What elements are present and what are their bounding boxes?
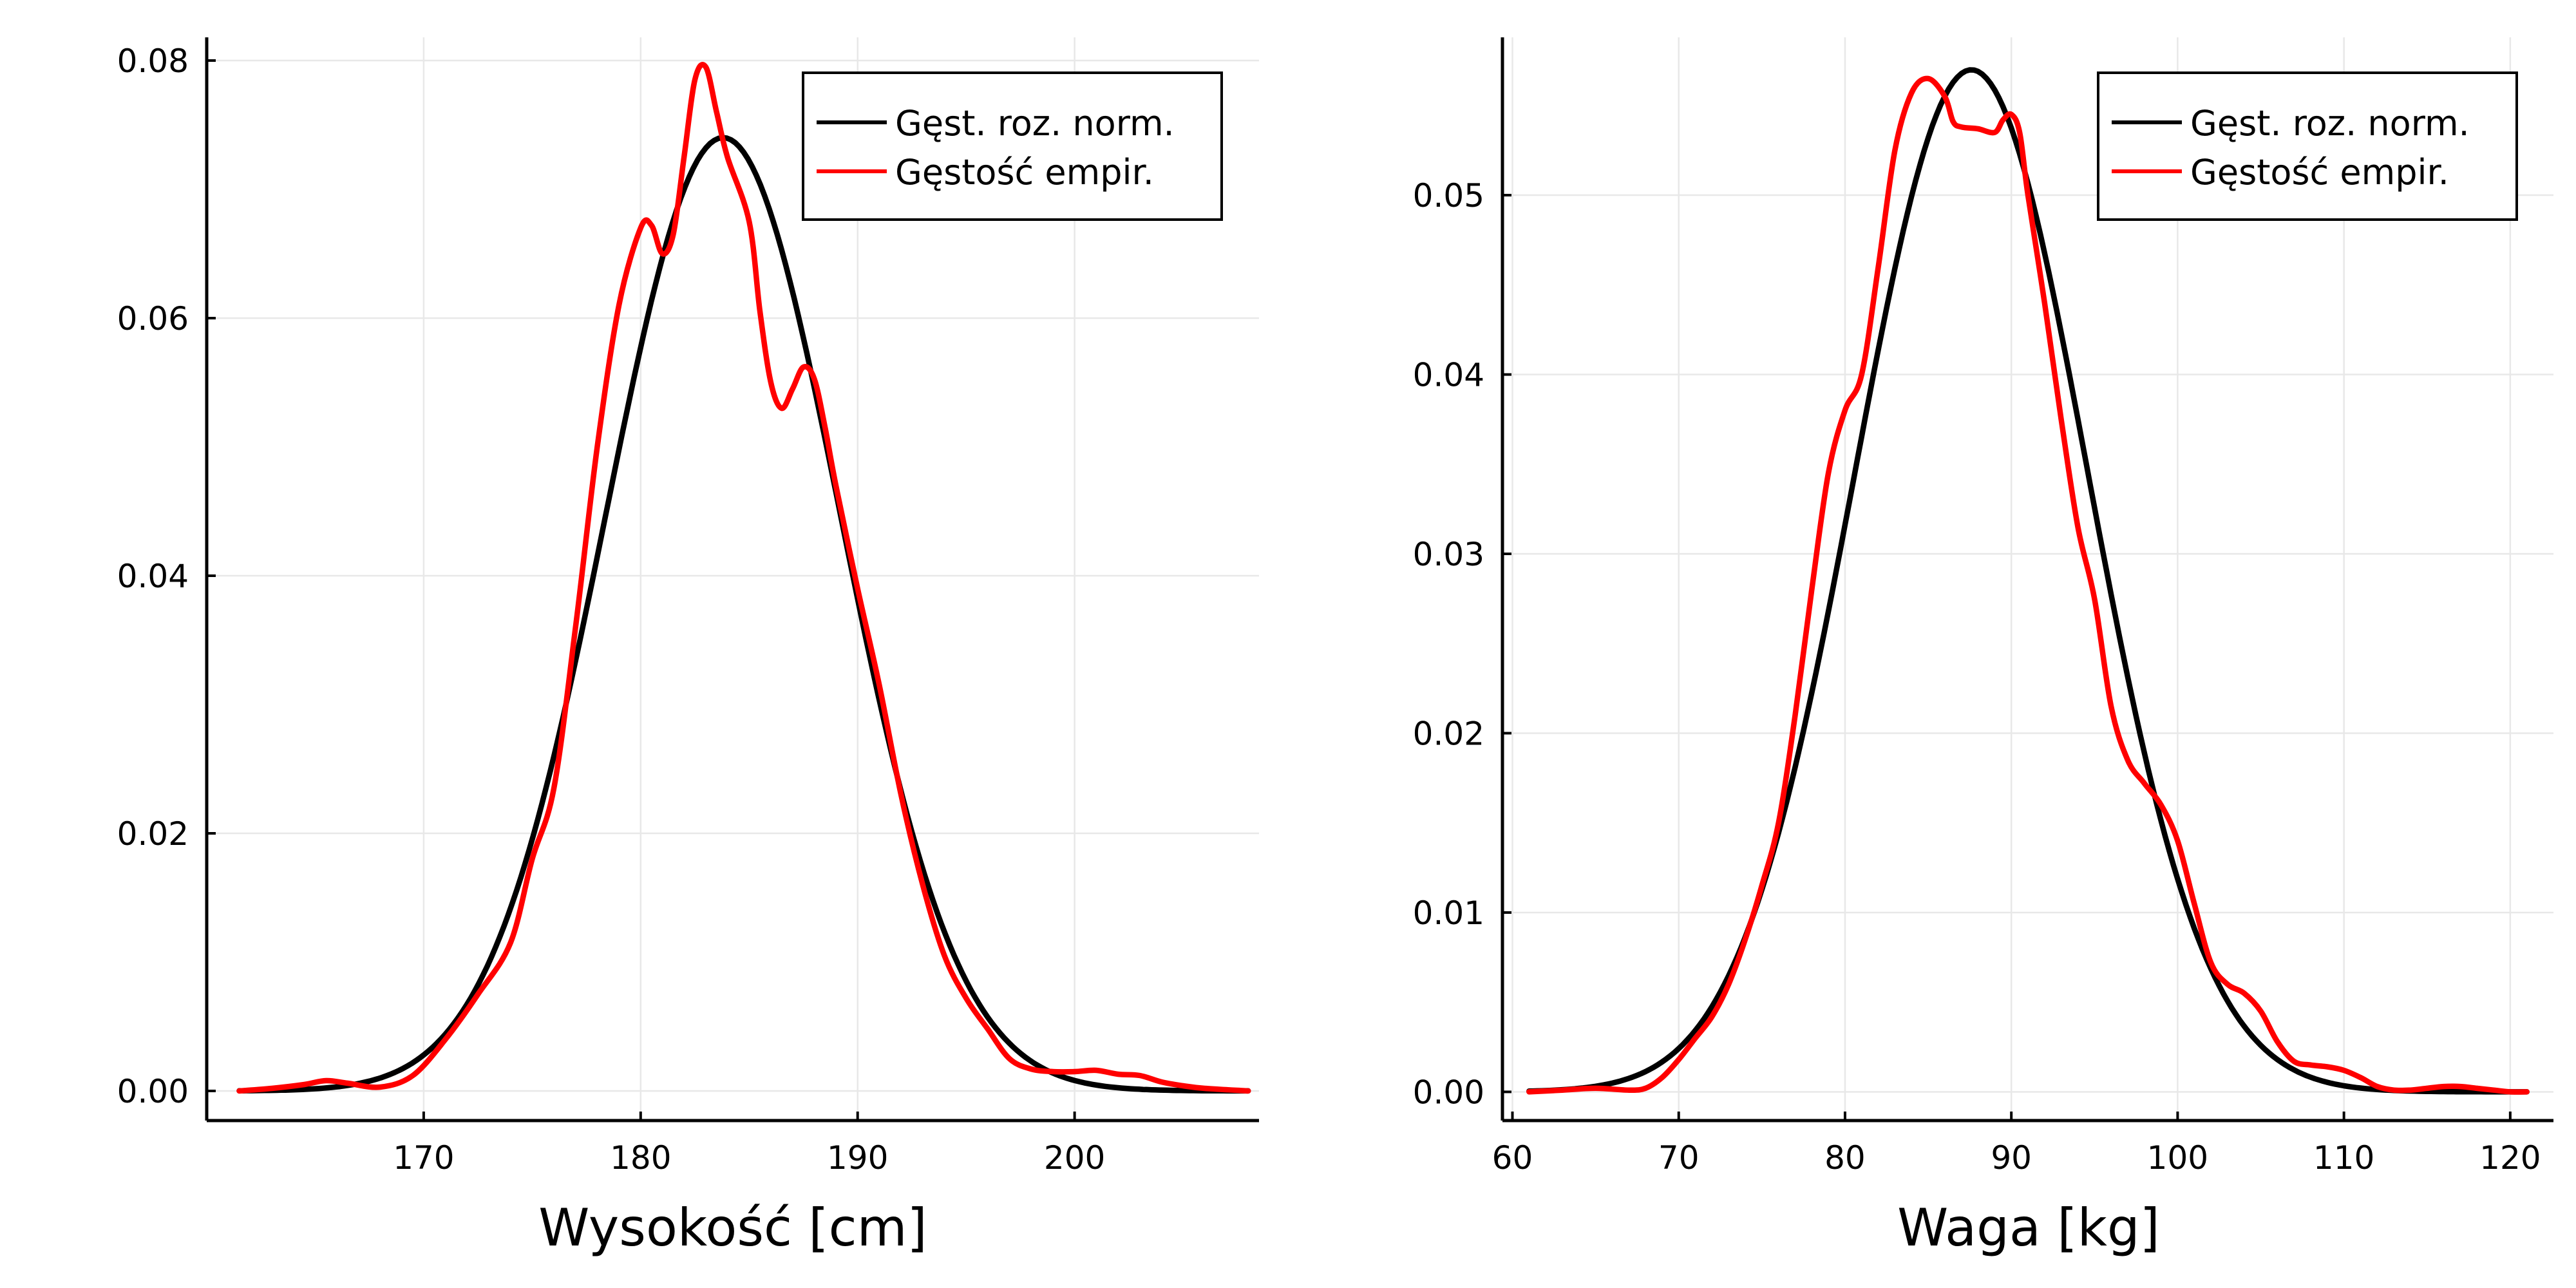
left-y-tick-label: 0.06	[117, 300, 189, 337]
left-x-tick-label: 190	[827, 1139, 888, 1177]
right-x-tick-label: 80	[1824, 1139, 1866, 1177]
right-legend-label-normal: Gęst. roz. norm.	[2190, 103, 2470, 144]
left-y-tick-label: 0.02	[117, 815, 189, 853]
left-legend-label-normal: Gęst. roz. norm.	[895, 103, 1175, 144]
right-x-tick-label: 100	[2147, 1139, 2208, 1177]
left-empirical-density-line	[236, 62, 1251, 1094]
right-y-tick-label: 0.01	[1413, 895, 1484, 932]
left-x-tick-label: 200	[1044, 1139, 1105, 1177]
left-x-axis-title: Wysokość [cm]	[538, 1198, 927, 1258]
right-x-tick-label: 120	[2479, 1139, 2541, 1177]
right-y-tick-label: 0.02	[1413, 715, 1484, 752]
right-ticks: 60 70 80 90 100 110 120 0.00 0.01 0.02 0.03 0.04 0.0…	[1413, 177, 2541, 1177]
left-series	[236, 62, 1251, 1094]
left-y-tick-label: 0.00	[117, 1073, 189, 1110]
right-y-tick-label: 0.04	[1413, 357, 1484, 394]
right-y-tick-label: 0.00	[1413, 1074, 1484, 1111]
right-x-tick-label: 70	[1658, 1139, 1700, 1177]
right-empirical-density-line	[1526, 75, 2530, 1095]
left-legend-label-empirical: Gęstość empir.	[895, 152, 1154, 193]
right-legend-box	[2097, 71, 2518, 221]
right-legend: Gęst. roz. norm. Gęstość empir.	[2097, 71, 2518, 221]
left-chart: 170 180 190 200 0.00 0.02 0.04 0.06 0.08 Wysokoś…	[117, 37, 1259, 1258]
left-x-tick-label: 170	[393, 1139, 454, 1177]
right-x-tick-label: 90	[1991, 1139, 2032, 1177]
left-legend-box	[802, 71, 1223, 221]
right-x-tick-label: 60	[1492, 1139, 1533, 1177]
right-series	[1526, 67, 2530, 1095]
right-y-tick-label: 0.05	[1413, 177, 1484, 214]
right-y-tick-label: 0.03	[1413, 536, 1484, 573]
right-chart: 60 70 80 90 100 110 120 0.00 0.01 0.02 0.03 0.04 0.0…	[1413, 37, 2553, 1258]
right-x-tick-label: 110	[2313, 1139, 2374, 1177]
right-legend-label-empirical: Gęstość empir.	[2190, 152, 2449, 193]
left-y-tick-label: 0.04	[117, 558, 189, 595]
left-legend: Gęst. roz. norm. Gęstość empir.	[802, 71, 1223, 221]
left-y-tick-label: 0.08	[117, 43, 189, 80]
right-x-axis-title: Waga [kg]	[1897, 1198, 2160, 1258]
left-ticks: 170 180 190 200 0.00 0.02 0.04 0.06 0.08	[117, 43, 1106, 1177]
left-x-tick-label: 180	[610, 1139, 671, 1177]
left-axes	[205, 37, 1259, 1122]
left-normal-density-line	[236, 135, 1251, 1094]
